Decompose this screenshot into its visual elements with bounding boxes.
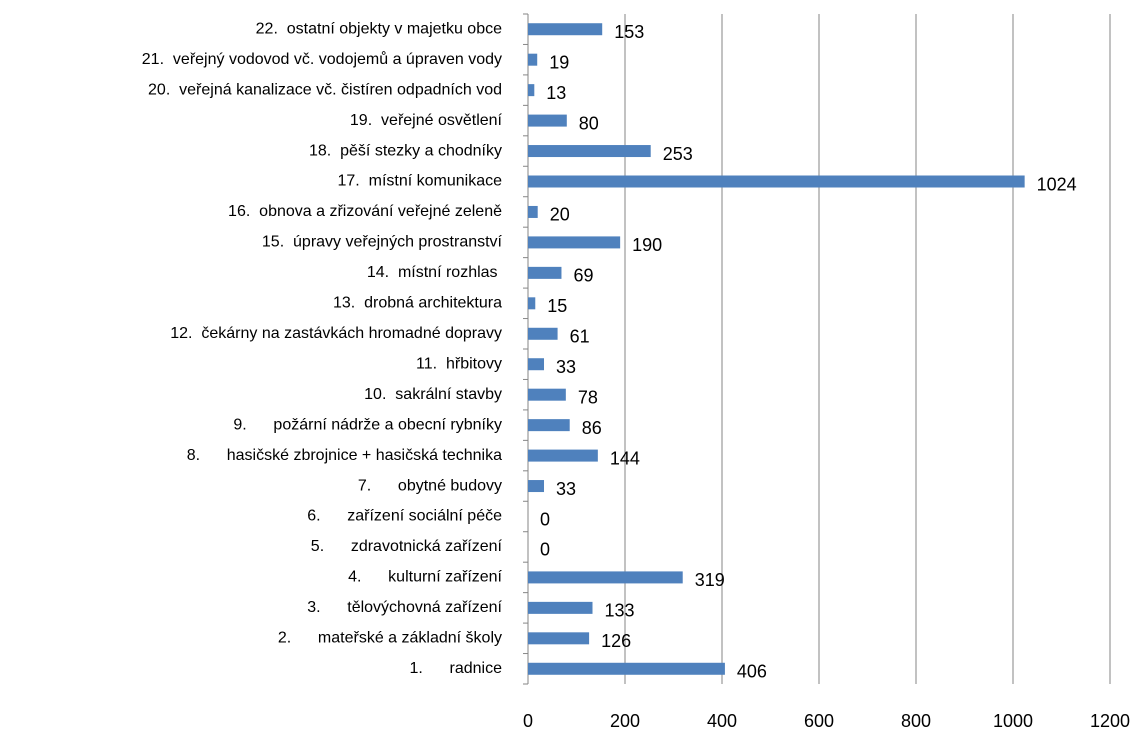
data-label: 253 [663,144,693,164]
y-tick-label: 10. sakrální stavby [364,386,502,403]
bar [528,84,535,97]
data-label: 80 [579,113,599,133]
bar [528,358,545,371]
bar [528,601,593,614]
y-tick-label: 17. místní komunikace [337,173,502,190]
data-label: 126 [601,631,631,651]
y-tick-label: 20. veřejná kanalizace vč. čistíren odpa… [148,81,502,98]
x-tick-label: 1000 [993,711,1033,731]
x-tick-label: 0 [523,711,533,731]
data-label: 153 [614,22,644,42]
data-label: 190 [632,235,662,255]
data-label: 69 [573,266,593,286]
bar [528,480,545,493]
data-label: 13 [546,83,566,103]
y-tick-label: 22. ostatní objekty v majetku obce [256,20,502,37]
data-label: 78 [578,387,598,407]
y-tick-label: 8. hasičské zbrojnice + hasičská technik… [187,447,502,464]
y-tick-label: 7. obytné budovy [358,477,502,494]
bar [528,297,536,310]
x-tick-label: 800 [901,711,931,731]
data-label: 33 [556,479,576,499]
bar [528,388,566,401]
y-tick-label: 16. obnova a zřizování veřejné zeleně [228,203,502,220]
bar [528,266,562,279]
y-tick-label: 19. veřejné osvětlení [350,112,503,129]
data-label: 0 [540,509,550,529]
y-tick-label: 6. zařízení sociální péče [307,508,502,525]
bar [528,327,558,340]
bar [528,205,538,218]
data-label: 86 [582,418,602,438]
x-tick-label: 1200 [1090,711,1130,731]
x-tick-label: 200 [610,711,640,731]
data-label: 19 [549,52,569,72]
y-tick-label: 12. čekárny na zastávkách hromadné dopra… [170,325,502,342]
data-label: 33 [556,357,576,377]
y-tick-label: 15. úpravy veřejných prostranství [262,234,503,251]
y-tick-label: 3. tělovýchovná zařízení [307,599,502,616]
bar [528,449,598,462]
bar [528,23,603,36]
bar [528,145,651,158]
bar [528,114,567,127]
y-tick-label: 18. pěší stezky a chodníky [309,142,502,159]
bar [528,419,570,432]
data-label: 15 [547,296,567,316]
data-label: 0 [540,540,550,560]
data-label: 1024 [1037,174,1077,194]
bar [528,662,725,675]
y-tick-label: 14. místní rozhlas [367,264,502,281]
y-tick-label: 4. kulturní zařízení [348,569,502,586]
y-tick-label: 1. radnice [410,660,503,677]
y-tick-label: 9. požární nádrže a obecní rybníky [233,416,502,433]
bar [528,571,683,584]
bar [528,175,1025,188]
bar [528,236,621,249]
y-tick-label: 13. drobná architektura [333,295,502,312]
x-tick-label: 400 [707,711,737,731]
y-tick-label: 2. mateřské a základní školy [278,630,502,647]
y-tick-label: 11. hřbitovy [416,355,502,372]
data-label: 406 [737,662,767,682]
data-label: 20 [550,205,570,225]
y-tick-label: 5. zdravotnická zařízení [311,538,503,555]
bar [528,632,590,645]
data-label: 144 [610,448,640,468]
y-tick-label: 21. veřejný vodovod vč. vodojemů a úprav… [142,50,502,68]
data-label: 61 [570,327,590,347]
data-label: 133 [605,601,635,621]
bar [528,53,538,66]
x-tick-label: 600 [804,711,834,731]
data-label: 319 [695,570,725,590]
